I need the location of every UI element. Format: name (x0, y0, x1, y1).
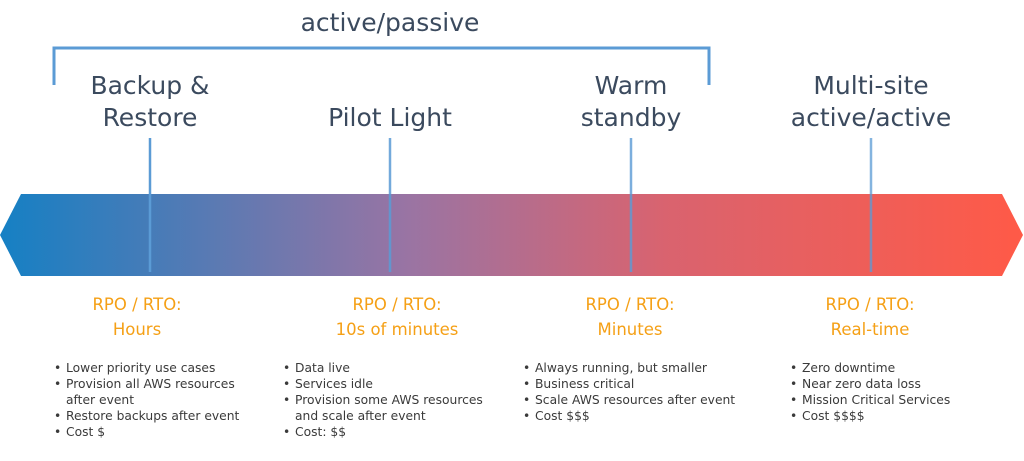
active-passive-bracket (52, 46, 711, 85)
strategy-title-backup-restore: Backup & Restore (40, 70, 260, 134)
title-line: Pilot Light (328, 103, 452, 132)
rpo-label: RPO / RTO: (352, 295, 442, 314)
rpo-value: Real-time (830, 320, 910, 339)
rpo-value: Minutes (597, 320, 663, 339)
bullet-item: Always running, but smaller (521, 360, 761, 376)
active-passive-label: active/passive (300, 8, 480, 37)
rpo-label: RPO / RTO: (825, 295, 915, 314)
bullet-item: Provision some AWS resources and scale a… (281, 392, 496, 424)
bullet-item: Provision all AWS resources after event (52, 376, 252, 408)
bullets-multi-site: Zero downtime Near zero data loss Missio… (788, 360, 1008, 424)
rpo-rto-backup-restore: RPO / RTO: Hours (27, 292, 247, 342)
title-line: Multi-site (813, 71, 929, 100)
spectrum-arrow (0, 194, 1023, 276)
bullet-item: Cost $ (52, 424, 252, 440)
rpo-value: 10s of minutes (335, 320, 459, 339)
bullet-item: Scale AWS resources after event (521, 392, 761, 408)
bullet-item: Cost $$$$ (788, 408, 1008, 424)
rpo-rto-warm-standby: RPO / RTO: Minutes (520, 292, 740, 342)
bullets-pilot-light: Data live Services idle Provision some A… (281, 360, 496, 440)
rpo-rto-multi-site: RPO / RTO: Real-time (760, 292, 980, 342)
strategy-title-pilot-light: Pilot Light (280, 102, 500, 134)
title-line: Backup & (90, 71, 210, 100)
rpo-value: Hours (112, 320, 162, 339)
title-line: active/active (790, 103, 952, 132)
bullet-item: Data live (281, 360, 496, 376)
bullet-item: Business critical (521, 376, 761, 392)
bullet-item: Lower priority use cases (52, 360, 252, 376)
title-line: Warm (594, 71, 668, 100)
bullet-item: Cost: $$ (281, 424, 496, 440)
bullet-item: Restore backups after event (52, 408, 252, 424)
title-line: Restore (102, 103, 198, 132)
bullet-item: Mission Critical Services (788, 392, 1008, 408)
bullets-warm-standby: Always running, but smaller Business cri… (521, 360, 761, 424)
rpo-label: RPO / RTO: (585, 295, 675, 314)
bullet-item: Zero downtime (788, 360, 1008, 376)
bullets-backup-restore: Lower priority use cases Provision all A… (52, 360, 252, 440)
bullet-item: Services idle (281, 376, 496, 392)
bullet-item: Cost $$$ (521, 408, 761, 424)
bullet-item: Near zero data loss (788, 376, 1008, 392)
rpo-label: RPO / RTO: (92, 295, 182, 314)
strategy-title-multi-site: Multi-site active/active (761, 70, 981, 134)
title-line: standby (580, 103, 682, 132)
strategy-title-warm-standby: Warm standby (521, 70, 741, 134)
rpo-rto-pilot-light: RPO / RTO: 10s of minutes (287, 292, 507, 342)
